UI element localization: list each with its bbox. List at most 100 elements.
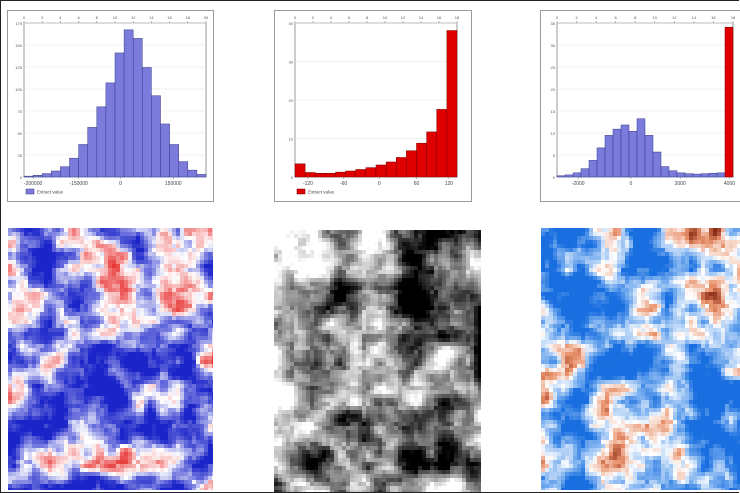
- y-tick-label: 0: [291, 175, 294, 180]
- bar: [365, 167, 377, 178]
- y-tick-label: 20: [551, 87, 556, 92]
- map-image-3: [541, 228, 740, 490]
- y-tick-label: 25: [551, 65, 556, 70]
- bar: [160, 123, 170, 178]
- bar: [700, 173, 710, 178]
- y-tick-label: 15: [551, 109, 556, 114]
- bar: [178, 161, 189, 178]
- bar: [660, 166, 670, 178]
- bar: [628, 130, 638, 178]
- bar: [355, 169, 367, 178]
- top-tick-label: 14: [419, 15, 424, 20]
- top-tick-label: 0: [23, 15, 26, 20]
- histogram-panel-3: 0 5 10 15 20 25 30 35 0 2 4 6 8 10 12 14 16 18 -2000 0 2000 4…: [540, 10, 740, 202]
- y-tick-label: 0: [553, 175, 556, 180]
- y-tick-label: 125: [15, 65, 22, 70]
- bar: [612, 128, 622, 178]
- top-tick-label: 18: [731, 15, 736, 20]
- bar: [724, 26, 734, 178]
- top-tick-label: 2: [312, 15, 315, 20]
- map-canvas-2: [274, 230, 481, 492]
- bar: [556, 175, 566, 178]
- legend-swatch: [296, 188, 306, 195]
- y-tick-label: 20: [289, 98, 294, 103]
- legend-label: Extract value: [37, 190, 64, 195]
- bar: [114, 52, 125, 178]
- top-tick-label: 8: [634, 15, 637, 20]
- bar: [41, 173, 52, 178]
- bar: [32, 175, 43, 178]
- map-texture: [8, 228, 213, 490]
- y-tick-label: 175: [15, 21, 22, 26]
- y-tick-label: 0: [20, 175, 23, 180]
- bar: [69, 157, 79, 178]
- bar: [604, 135, 614, 178]
- map-canvas-3: [541, 228, 740, 490]
- top-tick-label: 16: [437, 15, 442, 20]
- bar: [187, 169, 198, 178]
- x-tick-label: -150000: [69, 181, 88, 187]
- top-tick-label: 6: [615, 15, 618, 20]
- map-canvas-1: [8, 228, 213, 490]
- top-tick-label: 10: [653, 15, 658, 20]
- top-tick-label: 4: [330, 15, 333, 20]
- bar: [692, 173, 702, 178]
- bar: [96, 106, 107, 178]
- top-tick-label: 4: [59, 15, 62, 20]
- x-tick-label: 60: [414, 181, 420, 187]
- top-tick-label: 12: [131, 15, 136, 20]
- bar: [564, 174, 574, 178]
- top-tick-label: 4: [595, 15, 598, 20]
- bar: [426, 131, 437, 178]
- y-tick-label: 10: [289, 137, 294, 142]
- x-tick-label: -200000: [24, 181, 43, 187]
- bar: [325, 172, 336, 178]
- map-image-2: [274, 230, 481, 492]
- bar: [169, 144, 179, 178]
- y-tick-label: 10: [551, 131, 556, 136]
- bar: [676, 172, 686, 178]
- bar: [588, 160, 598, 178]
- x-tick-label: 4000: [724, 181, 735, 187]
- bar: [142, 67, 152, 178]
- top-tick-label: 0: [556, 15, 559, 20]
- bar: [396, 157, 407, 178]
- bar: [620, 124, 630, 178]
- top-tick-label: 14: [149, 15, 154, 20]
- bar: [580, 168, 590, 178]
- bar: [151, 95, 161, 178]
- bar: [123, 29, 134, 178]
- bar: [87, 127, 98, 178]
- y-tick-label: 25: [18, 153, 23, 158]
- histogram-panel-2: 0 10 20 30 40 0 2 4 6 8 10 12 14 16 18 -120 -60 0 60 120 Ext…: [274, 10, 472, 202]
- x-tick-label: -60: [340, 181, 347, 187]
- top-tick-label: 10: [113, 15, 118, 20]
- top-tick-label: 0: [294, 15, 297, 20]
- top-tick-label: 14: [692, 15, 697, 20]
- top-tick-label: 20: [204, 15, 209, 20]
- map-image-1: [8, 228, 213, 490]
- bar: [345, 170, 356, 178]
- x-tick-label: 120: [445, 181, 454, 187]
- bar: [716, 172, 726, 178]
- bar: [23, 175, 34, 178]
- bar: [416, 142, 427, 178]
- x-tick-label: 2000: [675, 181, 686, 187]
- x-tick-label: 0: [378, 181, 381, 187]
- bar: [304, 172, 316, 178]
- y-tick-label: 100: [15, 87, 22, 92]
- top-tick-label: 8: [366, 15, 369, 20]
- x-tick-label: -120: [303, 181, 313, 187]
- top-tick-label: 8: [96, 15, 99, 20]
- map-texture: [541, 228, 740, 490]
- top-tick-label: 12: [401, 15, 406, 20]
- bar: [684, 173, 694, 178]
- bar: [51, 170, 61, 178]
- top-tick-label: 10: [383, 15, 388, 20]
- bar: [78, 144, 88, 178]
- y-tick-label: 35: [551, 21, 556, 26]
- bar: [668, 170, 678, 178]
